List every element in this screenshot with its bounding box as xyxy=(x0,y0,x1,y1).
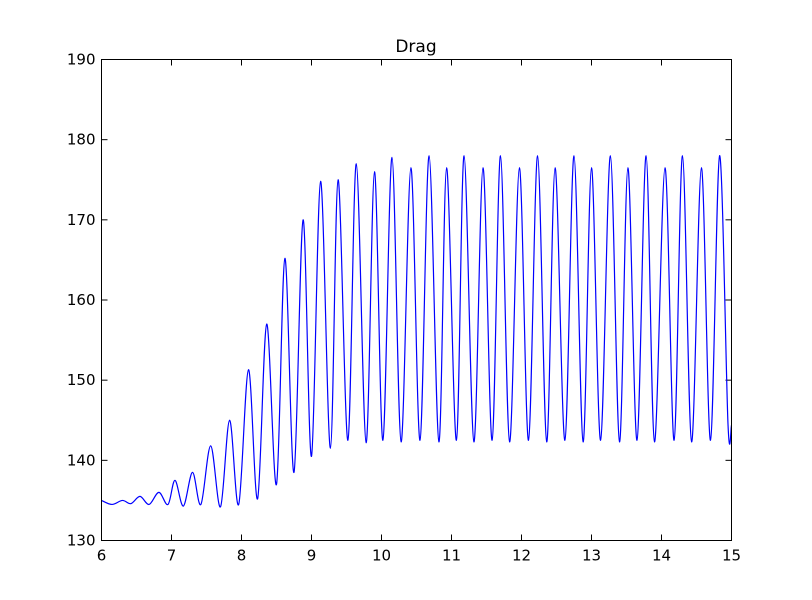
x-tick-label: 14 xyxy=(652,547,671,565)
x-tick-label: 7 xyxy=(167,547,177,565)
x-tick-label: 11 xyxy=(442,547,461,565)
y-tick-label: 140 xyxy=(67,451,96,469)
y-tick-label: 150 xyxy=(67,371,96,389)
x-tick-label: 10 xyxy=(372,547,391,565)
chart-title: Drag xyxy=(395,37,436,57)
x-tick-label: 6 xyxy=(97,547,107,565)
x-tick-label: 9 xyxy=(307,547,317,565)
plot-area-frame xyxy=(101,59,732,541)
x-axis-ticks: 6 7 8 9 10 11 12 13 14 15 xyxy=(97,59,741,565)
y-tick-label: 180 xyxy=(67,131,96,149)
y-tick-label: 130 xyxy=(67,532,96,550)
y-tick-label: 170 xyxy=(67,211,96,229)
x-tick-label: 15 xyxy=(722,547,741,565)
y-tick-label: 190 xyxy=(67,51,96,69)
x-tick-label: 13 xyxy=(582,547,601,565)
drag-series-line xyxy=(101,155,733,508)
x-tick-label: 8 xyxy=(237,547,247,565)
x-tick-label: 12 xyxy=(512,547,531,565)
y-axis-ticks: 130 140 150 160 170 180 190 xyxy=(67,51,732,550)
y-tick-label: 160 xyxy=(67,291,96,309)
